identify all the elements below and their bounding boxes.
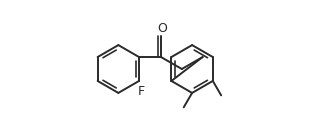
Text: O: O bbox=[157, 22, 167, 35]
Text: F: F bbox=[138, 85, 145, 98]
